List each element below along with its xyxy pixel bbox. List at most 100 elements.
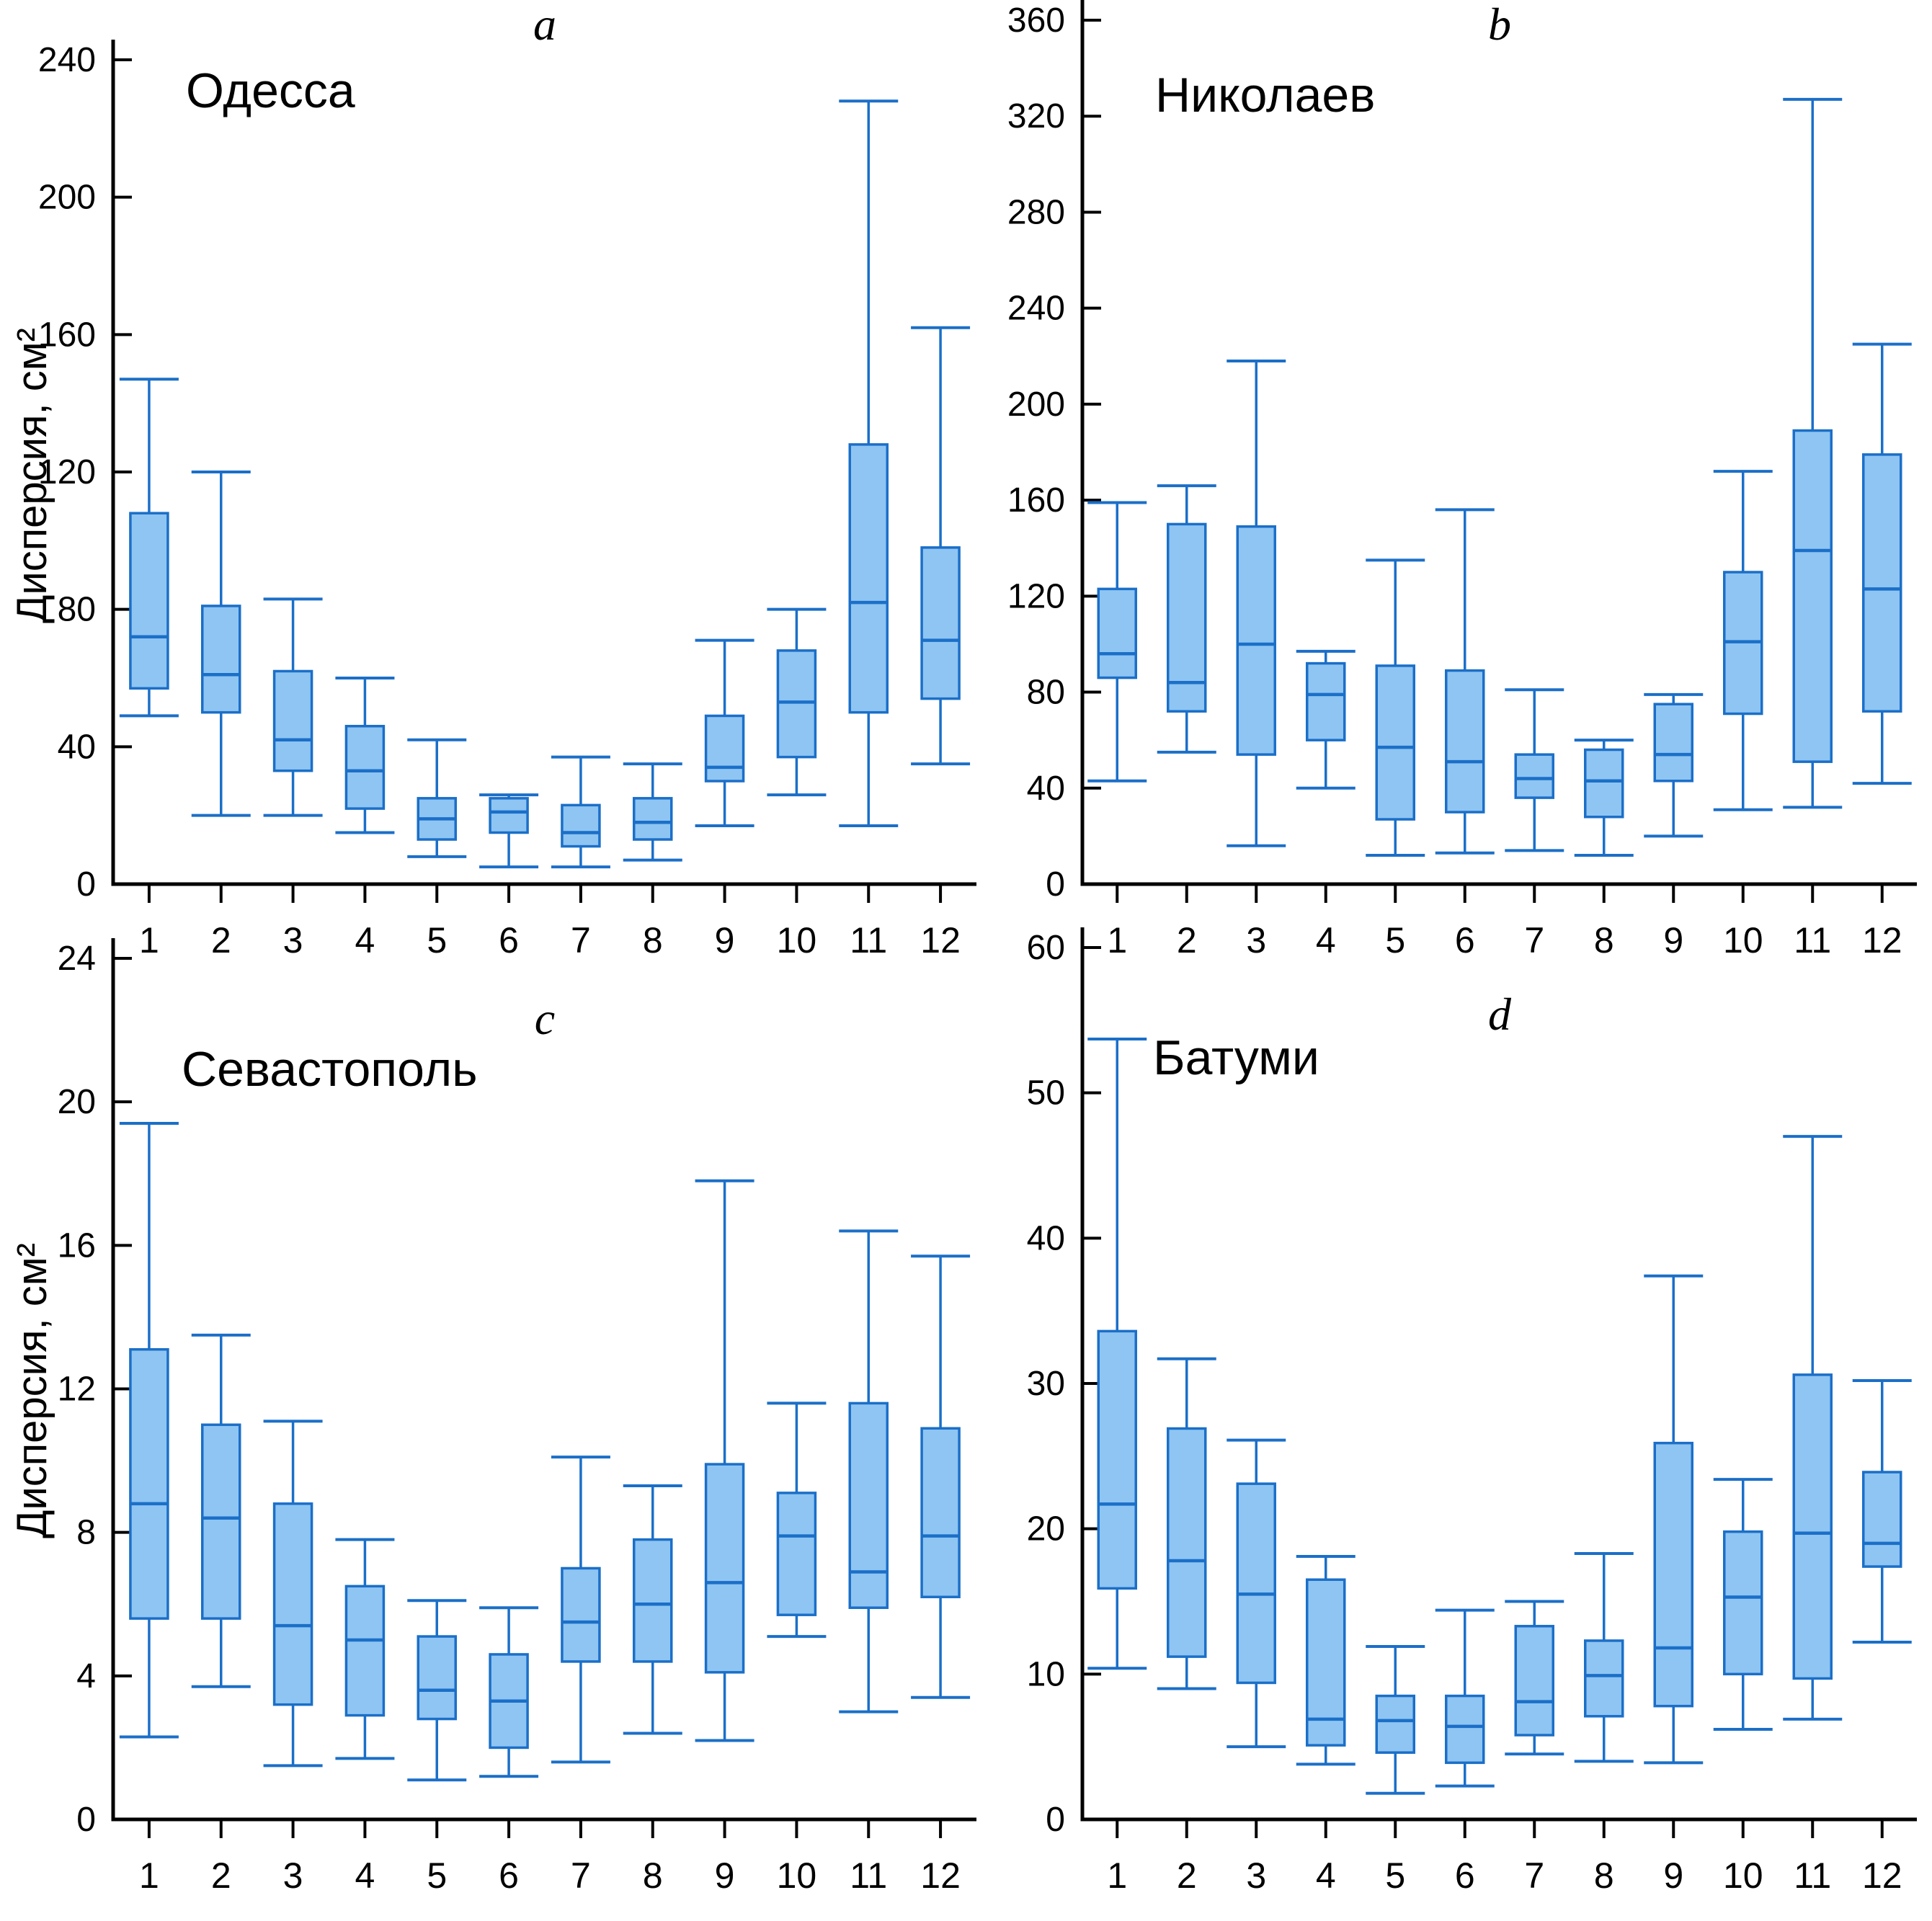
panel-letter-d: d [1488, 989, 1511, 1040]
iqr-box [1514, 1625, 1554, 1737]
y-tick-label: 240 [38, 41, 96, 79]
iqr-box [1445, 669, 1485, 814]
x-tick-label: 1 [1107, 1855, 1127, 1896]
iqr-box [1584, 1639, 1624, 1718]
x-tick-label: 5 [427, 920, 447, 960]
boxplot-month-3 [1227, 359, 1286, 847]
x-tick-label: 11 [850, 920, 887, 960]
y-tick-label: 40 [58, 728, 96, 766]
boxplot-month-2 [1157, 484, 1216, 754]
boxplot-month-10 [767, 1401, 827, 1639]
x-tick-label: 8 [1594, 920, 1614, 960]
panel-letter-c: c [534, 993, 556, 1044]
x-tick-label: 5 [1385, 920, 1405, 960]
boxplot-month-4 [1296, 1554, 1355, 1766]
x-tick-label: 4 [355, 920, 375, 960]
boxplot-month-7 [1505, 1600, 1564, 1756]
x-tick-label: 8 [643, 920, 663, 960]
boxplot-month-3 [1227, 1438, 1286, 1749]
x-tick-label: 4 [1316, 1855, 1336, 1896]
boxplot-month-1 [1087, 1038, 1147, 1670]
x-tick-label: 12 [1862, 1855, 1902, 1896]
x-tick-label: 10 [1723, 1855, 1763, 1896]
x-tick-label: 2 [1177, 920, 1197, 960]
boxplot-month-3 [263, 597, 323, 817]
y-tick-label: 200 [38, 179, 96, 217]
iqr-box [272, 669, 313, 772]
x-tick-label: 3 [1246, 1855, 1266, 1896]
x-tick-label: 10 [1723, 920, 1763, 960]
y-tick-label: 240 [1007, 290, 1065, 328]
y-tick-label: 200 [1007, 385, 1065, 424]
boxplot-month-5 [407, 738, 467, 858]
y-tick-label: 280 [1007, 193, 1065, 231]
boxplot-month-9 [1644, 692, 1704, 838]
y-tick-label: 120 [38, 453, 96, 491]
x-tick-label: 4 [355, 1855, 375, 1896]
boxplot-month-1 [1087, 501, 1147, 783]
boxplot-month-10 [767, 607, 827, 797]
x-tick-label: 7 [571, 1855, 591, 1896]
iqr-box [1167, 522, 1207, 713]
iqr-box [920, 546, 961, 700]
panel-letter-a: a [533, 0, 556, 50]
y-tick-label: 80 [58, 591, 96, 629]
iqr-box [1306, 661, 1346, 741]
iqr-box [1236, 1482, 1276, 1685]
iqr-box [417, 1635, 457, 1721]
iqr-box [1097, 1329, 1137, 1590]
boxplot-month-4 [335, 677, 395, 834]
x-tick-label: 12 [920, 1855, 961, 1896]
boxplot-month-12 [1852, 342, 1912, 785]
y-axis-label-bottom: Дисперсия, см² [9, 1243, 55, 1538]
boxplot-month-5 [407, 1599, 467, 1782]
boxplot-month-2 [1157, 1357, 1216, 1690]
iqr-box [776, 1492, 817, 1616]
x-tick-label: 2 [211, 920, 231, 960]
x-tick-label: 4 [1316, 920, 1336, 960]
y-tick-label: 160 [38, 316, 96, 354]
y-tick-label: 20 [58, 1083, 96, 1121]
x-tick-label: 1 [139, 1855, 159, 1896]
x-tick-label: 3 [1246, 920, 1266, 960]
x-tick-label: 1 [1107, 920, 1127, 960]
panel-letter-b: b [1488, 0, 1511, 50]
boxplot-month-11 [1783, 1135, 1843, 1721]
panel-title-sevastopol: Севастополь [182, 1042, 478, 1097]
boxplot-month-7 [1505, 688, 1564, 852]
x-tick-label: 7 [571, 920, 591, 960]
iqr-box [633, 1538, 673, 1663]
boxplot-month-6 [1435, 1608, 1495, 1788]
y-tick-label: 120 [1007, 577, 1065, 615]
y-tick-label: 4 [76, 1657, 96, 1695]
iqr-box [1167, 1427, 1207, 1658]
iqr-box [129, 512, 169, 690]
x-tick-label: 6 [499, 920, 519, 960]
x-tick-label: 11 [850, 1855, 887, 1896]
x-tick-label: 2 [211, 1855, 231, 1896]
x-tick-label: 8 [1594, 1855, 1614, 1896]
boxplot-month-6 [479, 1606, 539, 1778]
boxplot-month-8 [623, 1484, 682, 1735]
boxplot-month-8 [1574, 1551, 1634, 1763]
x-tick-label: 7 [1524, 1855, 1544, 1896]
panel-title-batumi: Батуми [1153, 1030, 1319, 1085]
y-tick-label: 12 [58, 1370, 96, 1409]
boxplot-month-6 [479, 793, 539, 869]
boxplot-month-4 [335, 1538, 395, 1760]
boxplot-month-7 [551, 755, 610, 869]
iqr-box [1653, 1441, 1693, 1708]
y-tick-label: 0 [1046, 865, 1065, 904]
iqr-box [920, 1427, 961, 1599]
iqr-box [201, 1423, 241, 1620]
iqr-box [704, 1463, 745, 1674]
iqr-box [1653, 703, 1693, 783]
iqr-box [272, 1502, 313, 1706]
y-axis-label-top: Дисперсия, см² [9, 328, 55, 623]
boxplot-month-12 [1852, 1378, 1912, 1644]
